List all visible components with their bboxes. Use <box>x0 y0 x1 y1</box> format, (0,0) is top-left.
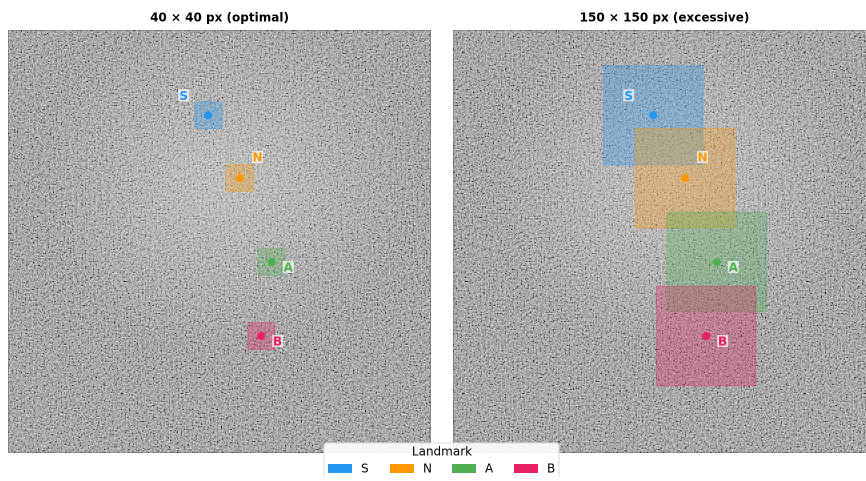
panel-title: 150 × 150 px (excessive) <box>580 11 750 25</box>
panel: S N A B <box>8 10 431 453</box>
panel-title: 40 × 40 px (optimal) <box>150 11 289 25</box>
legend-label: A <box>485 462 494 476</box>
landmark-label: S <box>624 89 633 103</box>
legend-swatch <box>452 464 476 473</box>
landmark-label: S <box>179 89 188 103</box>
landmark-label: N <box>252 151 262 165</box>
panel: S N A B <box>453 10 866 453</box>
landmark-label: N <box>697 151 707 165</box>
landmark-point <box>713 258 721 266</box>
landmark-point <box>236 174 244 182</box>
landmark-label: A <box>729 260 739 274</box>
legend-swatch <box>514 464 538 473</box>
legend-label: B <box>547 462 555 476</box>
landmark-point <box>268 258 276 266</box>
legend-swatch <box>328 464 352 473</box>
landmark-label: A <box>284 260 294 274</box>
legend-title: Landmark <box>412 445 472 459</box>
landmark-point <box>649 111 657 119</box>
landmark-point <box>702 332 710 340</box>
legend-label: N <box>423 462 432 476</box>
landmark-label: B <box>718 335 727 349</box>
figure: S N A B 40 × 40 px (optimal) S N A B 150 × 150 px… <box>0 0 866 477</box>
landmark-point <box>204 111 212 119</box>
legend-label: S <box>361 462 369 476</box>
landmark-point <box>681 174 689 182</box>
landmark-label: B <box>273 335 282 349</box>
landmark-point <box>257 332 265 340</box>
legend-swatch <box>390 464 414 473</box>
